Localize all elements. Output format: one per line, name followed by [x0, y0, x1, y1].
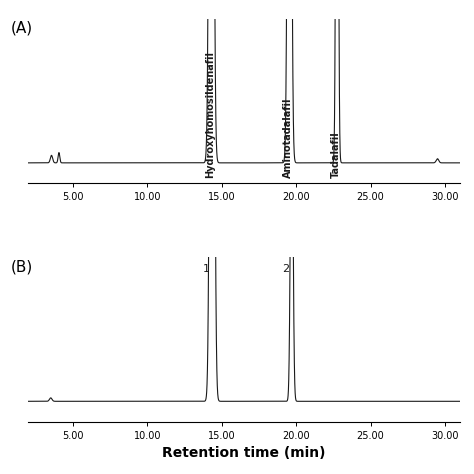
- Text: Aminotadalafil: Aminotadalafil: [283, 98, 293, 179]
- Text: (B): (B): [11, 259, 34, 274]
- Text: 1: 1: [203, 264, 210, 274]
- Text: Hydroxyhomosildenafil: Hydroxyhomosildenafil: [205, 52, 215, 179]
- Text: (A): (A): [11, 20, 33, 36]
- X-axis label: Retention time (min): Retention time (min): [163, 447, 326, 460]
- Text: 2: 2: [282, 264, 289, 274]
- Text: Tadalafil: Tadalafil: [331, 132, 341, 179]
